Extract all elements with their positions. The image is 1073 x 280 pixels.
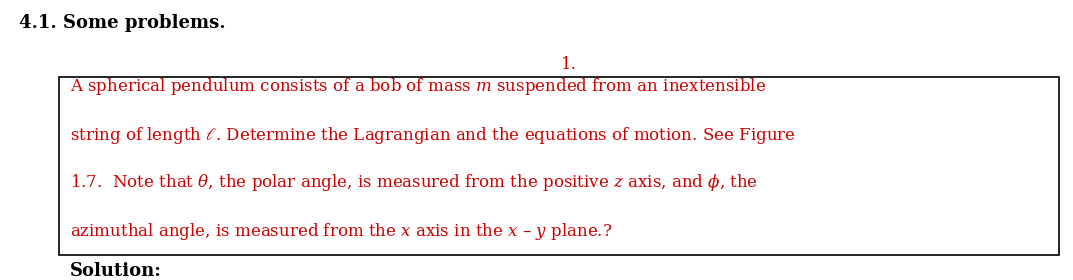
Text: 1.7.  Note that $\mathit{\theta}$, the polar angle, is measured from the positiv: 1.7. Note that $\mathit{\theta}$, the po… xyxy=(70,172,758,193)
Text: 1.: 1. xyxy=(561,56,576,73)
Text: 4.1. Some problems.: 4.1. Some problems. xyxy=(19,14,226,32)
Text: Solution:: Solution: xyxy=(70,262,162,280)
Text: string of length $\mathit{\ell}$. Determine the Lagrangian and the equations of : string of length $\mathit{\ell}$. Determ… xyxy=(70,125,795,146)
Text: azimuthal angle, is measured from the $\mathit{x}$ axis in the $\mathit{x}$ – $\: azimuthal angle, is measured from the $\… xyxy=(70,221,613,242)
Text: A spherical pendulum consists of a bob of mass $\mathit{m}$ suspended from an in: A spherical pendulum consists of a bob o… xyxy=(70,76,766,97)
FancyBboxPatch shape xyxy=(59,77,1059,255)
